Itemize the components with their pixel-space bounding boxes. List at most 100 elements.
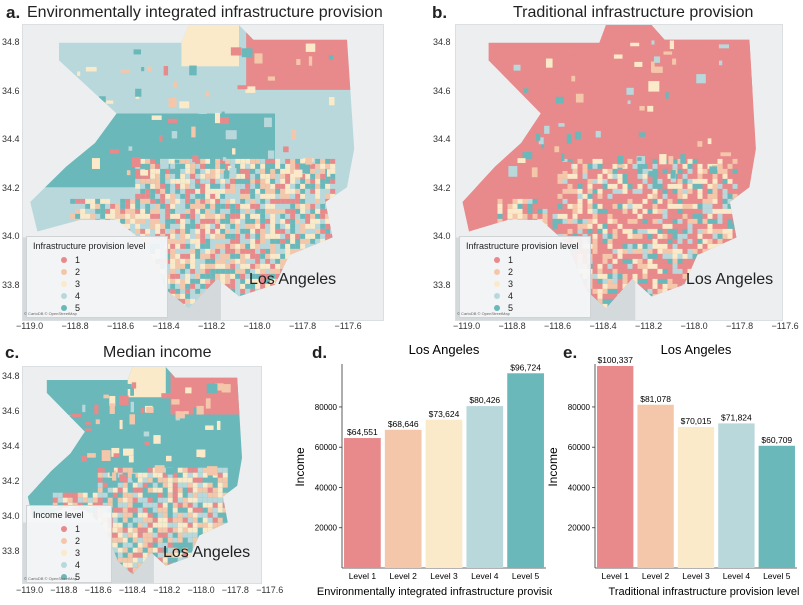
tract: [148, 513, 153, 518]
tract: [148, 543, 153, 548]
tract: [230, 309, 235, 314]
tract: [205, 224, 210, 229]
tract: [250, 264, 255, 269]
tract: [593, 179, 598, 184]
tract: [325, 189, 330, 194]
tract: [613, 179, 618, 184]
tract: [708, 189, 713, 194]
x-axis-label: Environmentally integrated infrastructur…: [317, 586, 552, 598]
tract: [205, 199, 210, 204]
tract: [245, 314, 250, 319]
tract: [250, 199, 255, 204]
tract: [235, 304, 240, 309]
tract: [300, 239, 305, 244]
tract: [698, 229, 703, 234]
tract: [143, 498, 148, 503]
tract: [138, 528, 143, 533]
tract: [275, 179, 280, 184]
tract: [603, 189, 608, 194]
tract: [193, 518, 198, 523]
tract: [568, 45, 576, 56]
tract: [608, 194, 613, 199]
tract: [138, 478, 143, 483]
tract: [138, 498, 143, 503]
tract: [518, 199, 523, 204]
tract: [598, 259, 603, 264]
tract: [648, 249, 653, 254]
lon-tick-label: −118.6: [85, 585, 112, 595]
tract: [200, 169, 205, 174]
tract: [213, 488, 218, 493]
tract: [190, 174, 195, 179]
tract: [235, 254, 240, 259]
tract: [578, 179, 583, 184]
tract: [613, 219, 618, 224]
tract: [155, 219, 160, 224]
tract: [215, 224, 220, 229]
tract: [658, 219, 663, 224]
tract: [648, 179, 653, 184]
tract: [310, 304, 315, 309]
tract: [583, 194, 588, 199]
tract: [698, 179, 703, 184]
tract: [120, 214, 125, 219]
tract: [295, 214, 300, 219]
tract: [290, 289, 295, 294]
tract: [330, 164, 335, 169]
tract: [175, 229, 180, 234]
tract: [638, 254, 643, 259]
tract: [548, 214, 553, 219]
tract: [723, 199, 728, 204]
tract: [180, 396, 187, 405]
tract: [95, 204, 100, 209]
tract: [235, 229, 240, 234]
tract: [578, 199, 583, 204]
tract: [225, 309, 230, 314]
tract: [618, 214, 623, 219]
tract: [673, 234, 678, 239]
tract: [678, 264, 683, 269]
tract: [613, 159, 618, 164]
tract: [320, 314, 325, 319]
tract: [663, 294, 668, 299]
tract: [673, 184, 678, 189]
tract: [608, 254, 613, 259]
tract: [255, 239, 260, 244]
tract: [223, 508, 228, 513]
tract: [108, 478, 113, 483]
tract: [325, 234, 330, 239]
tract: [514, 65, 521, 71]
tract: [163, 523, 168, 528]
lat-tick-label: 34.2: [2, 476, 20, 486]
tract: [230, 254, 235, 259]
tract: [210, 184, 215, 189]
tract: [300, 234, 305, 239]
tract: [658, 214, 663, 219]
tract: [329, 55, 333, 59]
tract: [183, 493, 188, 498]
tract: [320, 294, 325, 299]
tract: [113, 483, 118, 488]
tract: [235, 219, 240, 224]
tract: [678, 234, 683, 239]
tract: [658, 239, 663, 244]
tract: [210, 164, 215, 169]
tract: [170, 234, 175, 239]
tract: [608, 184, 613, 189]
tract: [193, 483, 198, 488]
tract: [250, 224, 255, 229]
tract: [528, 229, 533, 234]
tract: [568, 214, 573, 219]
tract: [128, 503, 133, 508]
tract: [733, 179, 738, 184]
tract: [125, 229, 130, 234]
tract: [538, 209, 543, 214]
tract: [683, 319, 688, 320]
tract: [290, 244, 295, 249]
tract: [305, 229, 310, 234]
tract: [673, 259, 678, 264]
tract: [215, 254, 220, 259]
tract: [578, 214, 583, 219]
tract: [738, 299, 743, 304]
tract: [213, 563, 218, 568]
